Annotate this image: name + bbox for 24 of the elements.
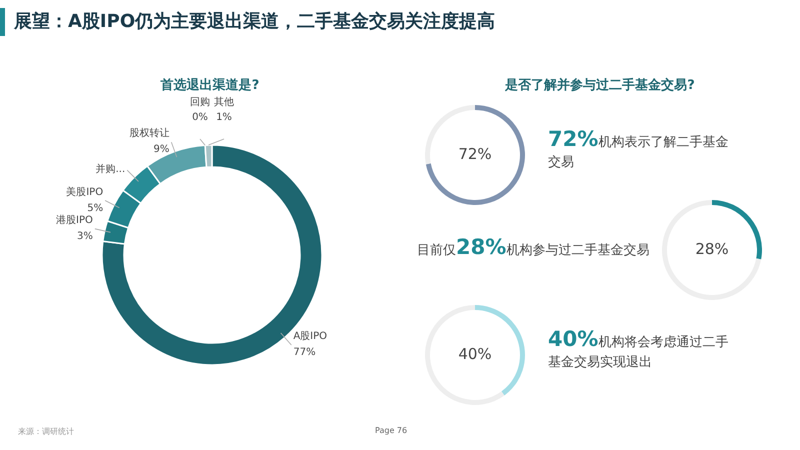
text: 目前仅28%机构参与过二手基金交易: [417, 235, 650, 261]
slice-label: 其他: [214, 97, 234, 108]
data-label: 40%: [457, 345, 493, 363]
data-label: 72%: [457, 145, 493, 163]
chart-title: 展望：A股IPO仍为主要退出渠道，二手基金交易关注度提高: [14, 10, 496, 33]
text: 是否了解并参与过二手基金交易?: [504, 76, 696, 94]
data-label: 28%: [694, 240, 730, 258]
data-label: 3%: [77, 230, 93, 242]
text: 40%机构将会考虑通过二手基金交易实现退出: [548, 327, 730, 372]
source-note: 来源：调研统计: [18, 426, 74, 437]
slice-label: 并购...: [94, 162, 126, 178]
text: 0%: [192, 112, 208, 123]
data-label: 9%: [153, 144, 170, 156]
data-label: 1%: [216, 112, 232, 123]
chart-subtitle: 首选退出渠道是?: [160, 76, 260, 94]
data-label: 77%: [293, 347, 316, 358]
text: 72%机构表示了解二手基金交易: [548, 127, 728, 170]
data-label: 5%: [87, 202, 104, 214]
slice-label: 美股IPO: [66, 186, 104, 198]
slice-label: 股权转让: [129, 128, 170, 140]
category-label: 回购: [190, 97, 210, 108]
text: Page 76: [375, 426, 408, 435]
slice-label: A股IPO: [293, 331, 328, 342]
slice-label: 港股IPO: [56, 214, 93, 226]
